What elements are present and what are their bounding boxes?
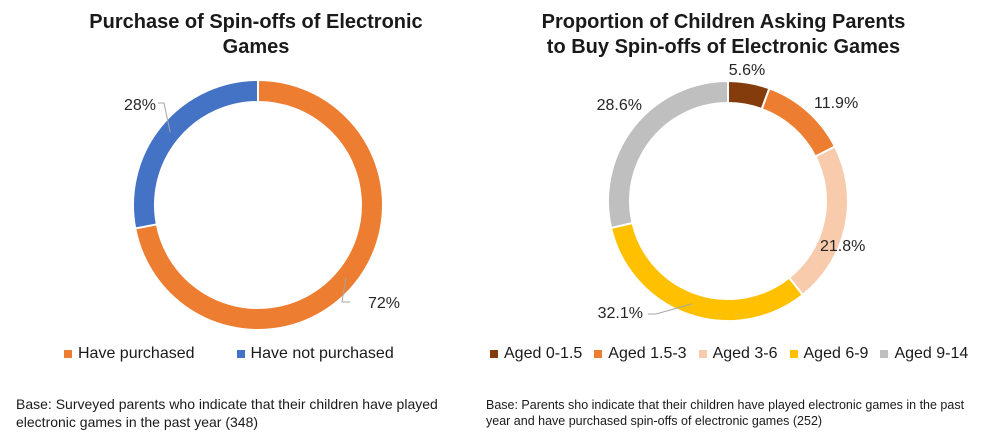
- legend-label: Aged 3-6: [712, 345, 778, 362]
- data-label: 32.1%: [598, 305, 643, 322]
- data-label: 28.6%: [597, 97, 642, 114]
- legend-label: Have not purchased: [250, 345, 394, 362]
- legend-swatch: [698, 350, 707, 358]
- legend-label: Aged 6-9: [803, 345, 869, 362]
- label-leader-line: [648, 303, 693, 315]
- data-label: 72%: [368, 295, 400, 312]
- legend-item: Aged 6-9: [789, 345, 869, 363]
- chart-legend: Have purchased Have not purchased: [64, 345, 394, 363]
- legend-label: Aged 0-1.5: [504, 345, 583, 362]
- base-note: Base: Parents sho indicate that their ch…: [486, 398, 965, 428]
- legend-swatch: [594, 350, 603, 358]
- chart-legend: Aged 0-1.5 Aged 1.5-3 Aged 3-6 Aged 6-9 Aged…: [490, 345, 968, 363]
- donut-slice-5: [607, 79, 729, 230]
- chart-panel-age: Proportion of Children Asking Parents to…: [480, 0, 983, 444]
- donut-chart-age: 5.6% 11.9% 21.8% 32.1% 28.6%: [597, 62, 866, 322]
- legend-item: Aged 9-14: [880, 345, 968, 363]
- chart-title: Purchase of Spin-offs of Electronic Game…: [89, 11, 423, 58]
- donut-chart-purchase: 72% 28%: [124, 78, 400, 331]
- data-label: 21.8%: [820, 238, 865, 255]
- label-leader-line: [341, 277, 350, 303]
- donut-slice-1: [134, 78, 384, 331]
- legend-label: Aged 1.5-3: [608, 345, 687, 362]
- donut-slice-2: [132, 78, 259, 230]
- legend-swatch: [789, 350, 798, 358]
- data-label: 5.6%: [729, 62, 765, 79]
- label-leader-line: [158, 102, 171, 133]
- legend-swatch: [236, 350, 245, 358]
- donut-slice-3: [787, 145, 849, 297]
- legend-item: Aged 0-1.5: [490, 345, 582, 363]
- legend-item: Aged 1.5-3: [594, 345, 687, 363]
- data-label: 28%: [124, 97, 156, 114]
- legend-item: Have not purchased: [236, 345, 394, 363]
- legend-swatch: [64, 350, 72, 358]
- chart-panel-purchase: Purchase of Spin-offs of Electronic Game…: [16, 11, 438, 430]
- legend-label: Aged 9-14: [894, 345, 969, 362]
- legend-item: Aged 3-6: [698, 345, 778, 363]
- data-label: 11.9%: [814, 95, 858, 112]
- legend-item: Have purchased: [64, 345, 195, 363]
- base-note: Base: Surveyed parents who indicate that…: [16, 396, 438, 430]
- chart-title: Proportion of Children Asking Parents to…: [541, 11, 906, 58]
- legend-swatch: [880, 350, 889, 358]
- legend-label: Have purchased: [78, 345, 195, 362]
- legend-swatch: [490, 350, 498, 358]
